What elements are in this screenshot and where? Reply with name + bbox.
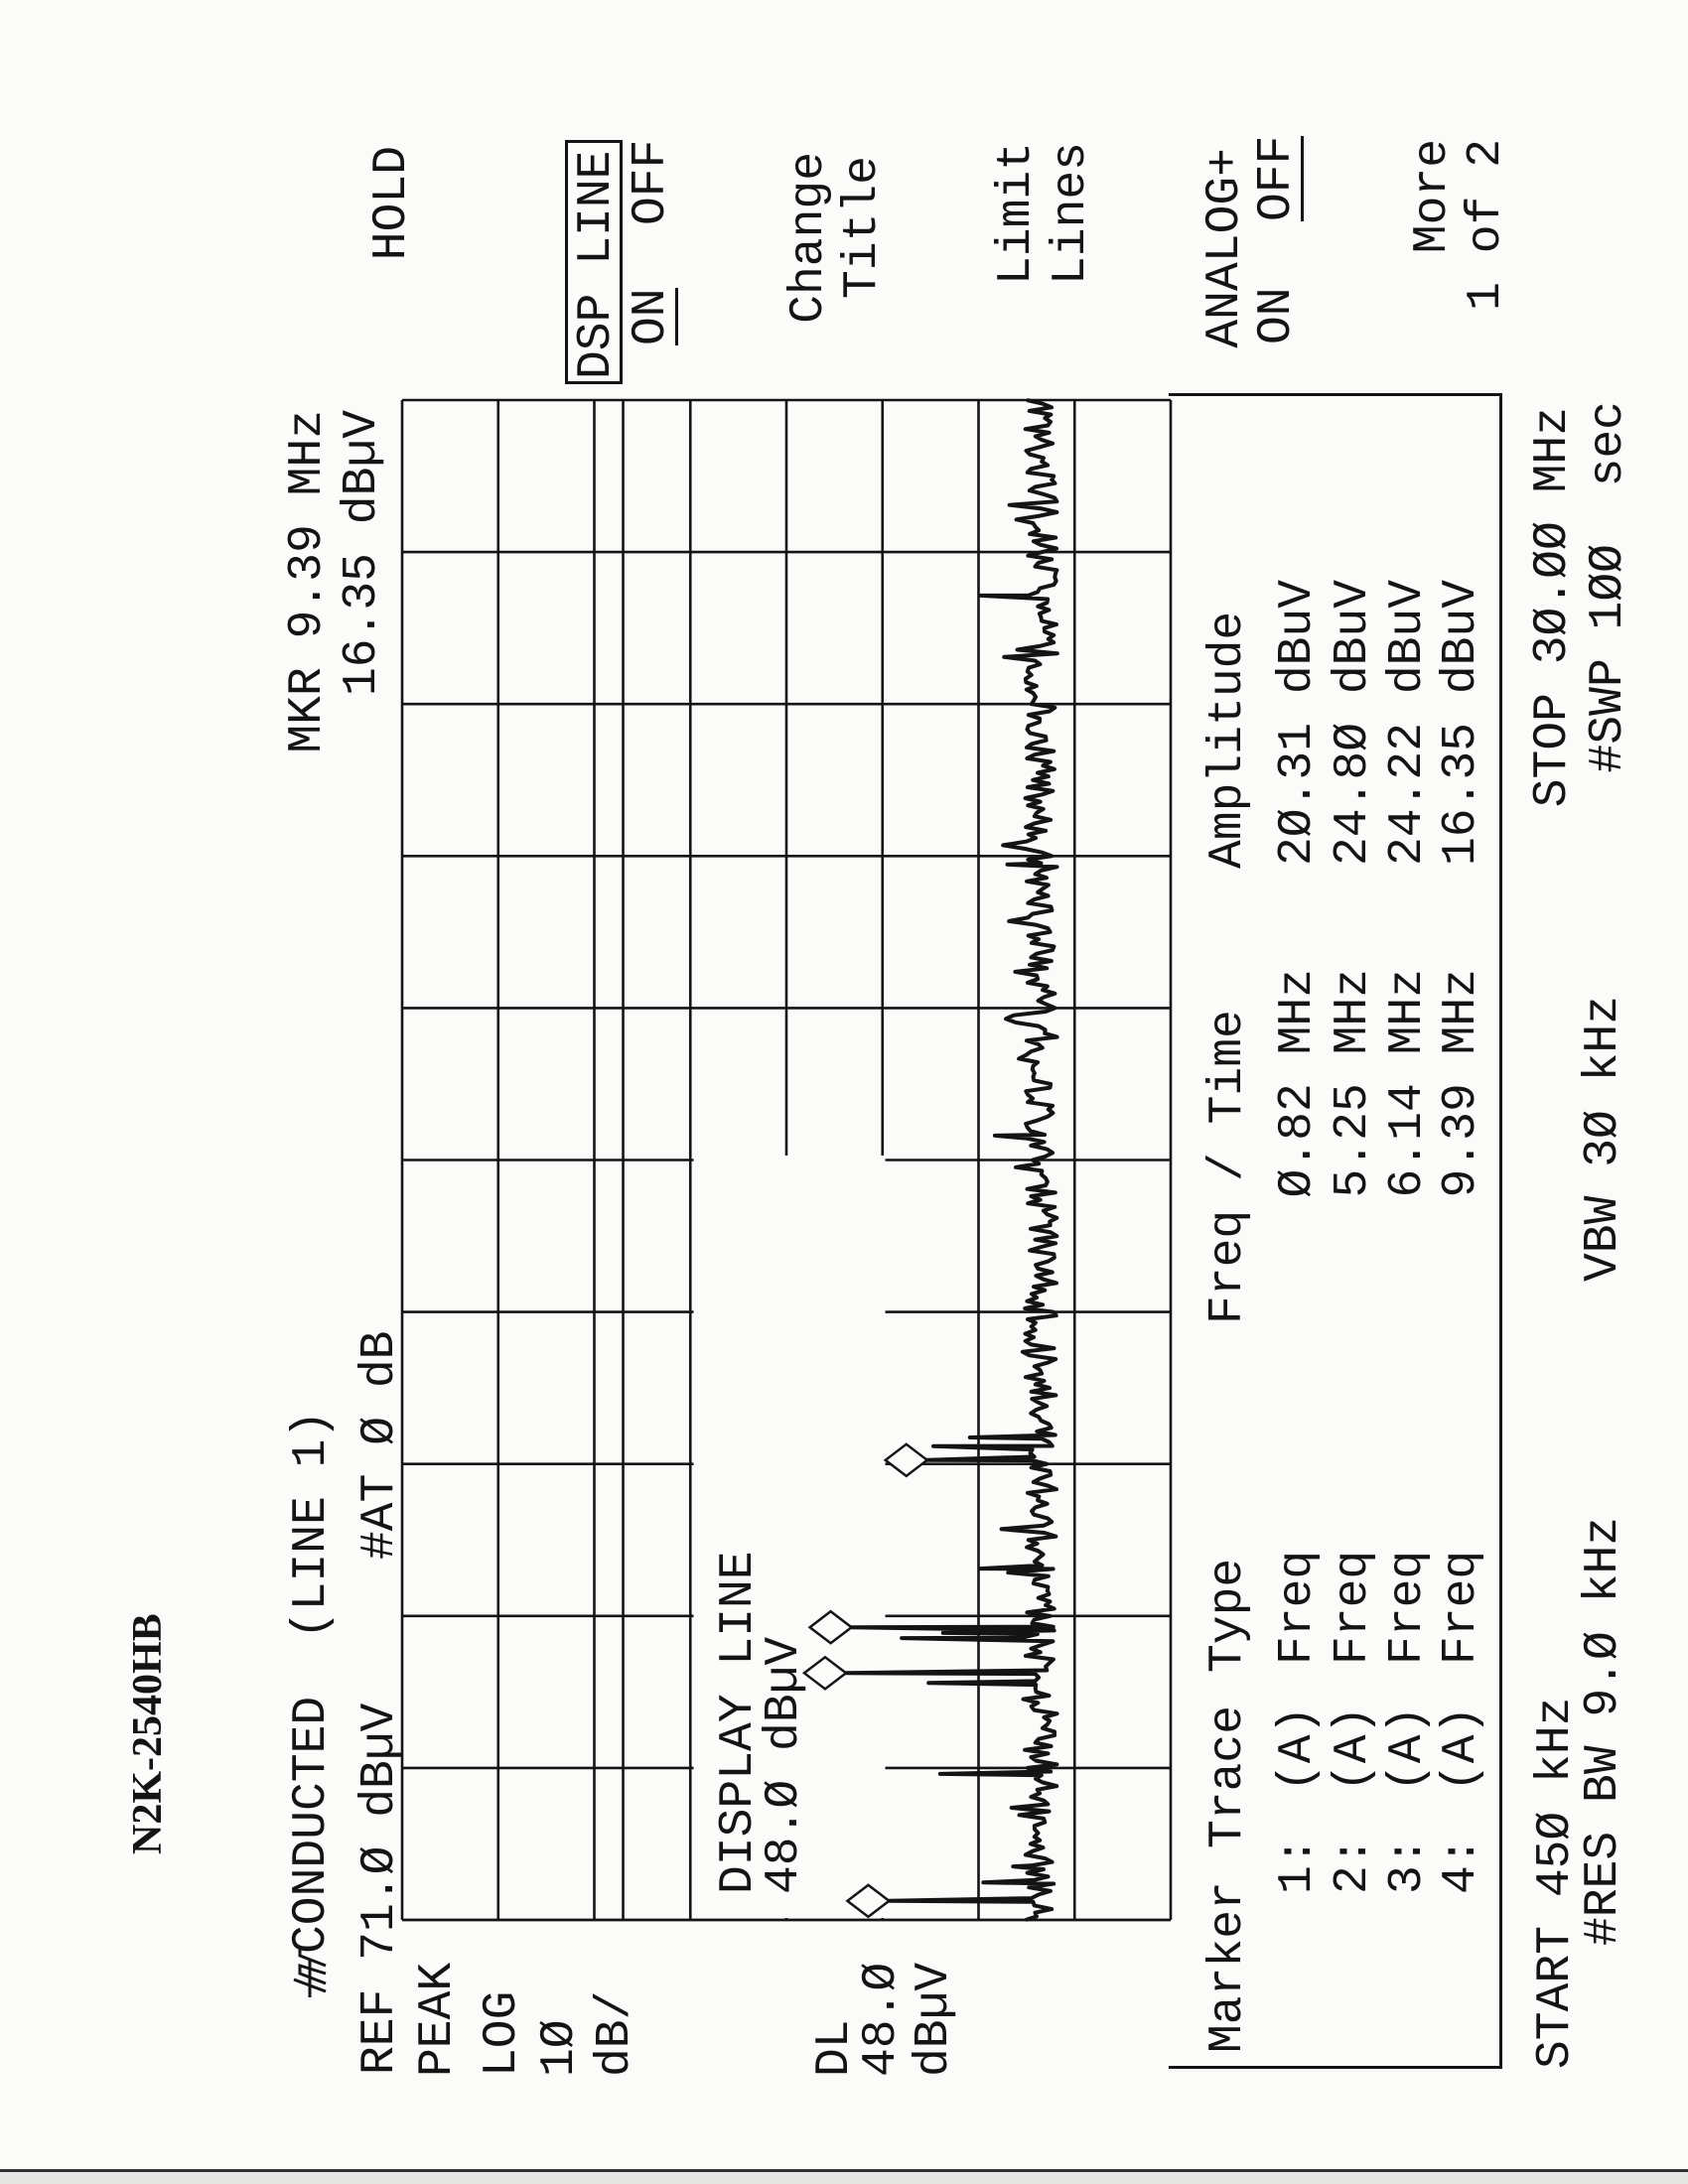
analog-plus-off-option[interactable]: OFF [1250, 135, 1304, 221]
table-cell-type: Freq [1271, 1550, 1325, 1665]
softkey-change-title[interactable]: Change [782, 152, 836, 324]
document-title: N2K-2540HB [125, 1613, 171, 1854]
table-cell-freq: 5.25 MHz [1327, 969, 1380, 1198]
analog-plus-on-option[interactable]: ON [1250, 287, 1304, 344]
table-header-trace: Trace [1201, 1705, 1255, 1848]
table-cell-type: Freq [1327, 1550, 1380, 1665]
table-cell-freq: 6.14 MHz [1381, 969, 1435, 1198]
hp-logo-icon [293, 1950, 327, 1997]
measurement-mode: CONDUCTED (LINE 1) [285, 1410, 339, 1954]
reference-level: REF 71.Ø dBµV [353, 1703, 407, 2075]
softkey-analog-plus[interactable]: ANALOG+ [1198, 148, 1252, 348]
table-cell-trace: (A) [1271, 1706, 1325, 1792]
marker-2-diamond [801, 1655, 849, 1691]
marker-frequency-readout: MKR 9.39 MHz [281, 410, 335, 753]
table-header-freq: Freq / Time [1201, 1010, 1255, 1324]
table-cell-type: Freq [1381, 1550, 1435, 1665]
table-header-type: Type [1201, 1558, 1255, 1673]
table-cell-amplitude: 2Ø.31 dBuV [1271, 579, 1325, 866]
marker-1-diamond [845, 1883, 892, 1919]
table-header-marker: Marker [1201, 1881, 1255, 2053]
table-header-amplitude: Amplitude [1201, 611, 1255, 869]
table-cell-trace: (A) [1435, 1706, 1488, 1792]
start-frequency: START 45Ø kHz [1529, 1697, 1583, 2069]
page-edge-line [0, 2169, 1688, 2172]
softkey-more[interactable]: More [1406, 139, 1460, 254]
dsp-line-off-option[interactable]: OFF [625, 139, 678, 225]
table-cell-marker: 4: [1435, 1837, 1488, 1894]
marker-3-diamond [807, 1609, 854, 1645]
marker-4-diamond [883, 1442, 929, 1478]
display-line-value: 48.Ø [855, 1962, 909, 2077]
display-line-unit: dBµV [908, 1962, 961, 2077]
softkey-change-title-line2[interactable]: Title [836, 156, 890, 300]
trace-line [844, 398, 1059, 1922]
table-cell-type: Freq [1435, 1550, 1488, 1665]
softkey-more-page[interactable]: 1 of 2 [1460, 139, 1513, 311]
dsp-line-on-option[interactable]: ON [625, 288, 678, 345]
stop-frequency: STOP 3Ø.ØØ MHz [1526, 407, 1580, 808]
annotation-blank-area [693, 1156, 886, 1918]
display-line-label: DL [808, 2019, 862, 2077]
table-cell-marker: 2: [1327, 1837, 1380, 1894]
scale-value-label: 1Ø [533, 2019, 587, 2077]
scale-unit-label: dB/ [589, 1990, 642, 2077]
marker-amplitude-readout: 16.35 dBµV [336, 410, 389, 697]
softkey-dsp-line-label[interactable]: DSP LINE [570, 150, 624, 379]
display-line-annotation-value: 48.Ø dBµV [758, 1636, 811, 1894]
table-cell-amplitude: 24.8Ø dBuV [1327, 579, 1380, 866]
table-cell-freq: Ø.82 MHz [1271, 969, 1325, 1198]
table-cell-amplitude: 24.22 dBuV [1381, 579, 1435, 866]
softkey-limit-lines[interactable]: Limit [990, 142, 1044, 286]
table-cell-trace: (A) [1327, 1706, 1380, 1792]
attenuation: #AT Ø dB [353, 1330, 407, 1560]
table-cell-freq: 9.39 MHz [1435, 969, 1488, 1198]
video-bandwidth: VBW 3Ø kHz [1577, 995, 1630, 1282]
table-cell-trace: (A) [1381, 1706, 1435, 1792]
page-bottom-margin [0, 2172, 1688, 2184]
table-cell-marker: 1: [1271, 1837, 1325, 1894]
table-cell-marker: 3: [1381, 1837, 1435, 1894]
scale-type-label: LOG [476, 1990, 529, 2077]
resolution-bandwidth: #RES BW 9.Ø kHz [1577, 1516, 1630, 1946]
display-line-annotation-title: DISPLAY LINE [712, 1551, 766, 1894]
softkey-limit-lines-line2[interactable]: Lines [1045, 142, 1098, 286]
table-cell-amplitude: 16.35 dBuV [1435, 579, 1488, 866]
softkey-hold[interactable]: HOLD [365, 146, 419, 261]
detector-label: PEAK [411, 1962, 465, 2077]
sweep-time: #SWP 1ØØ sec [1582, 401, 1635, 773]
